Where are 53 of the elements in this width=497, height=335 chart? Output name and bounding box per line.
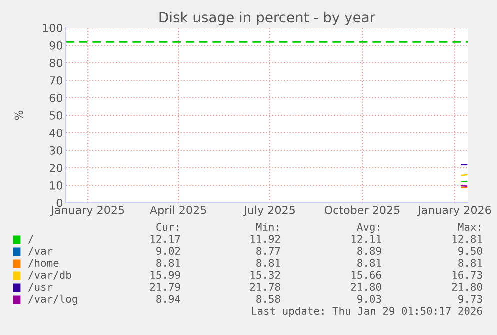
x-tick-label: April 2025 xyxy=(150,206,206,217)
legend-label: /usr xyxy=(28,283,53,292)
text: 15.32 xyxy=(250,271,280,280)
text: 8.81 xyxy=(156,259,180,268)
text: 9.73 xyxy=(458,295,482,304)
x-tick-label: January 2025 xyxy=(50,206,124,217)
y-tick-label: 0 xyxy=(56,198,62,208)
text: 8.94 xyxy=(156,295,181,304)
text: 8.81 xyxy=(358,259,382,268)
text: 16.73 xyxy=(452,271,482,280)
text: 9.50 xyxy=(458,247,482,256)
text: Min: xyxy=(256,222,278,231)
legend-label: / xyxy=(28,235,34,244)
text: 8.58 xyxy=(256,295,280,304)
text: 12.81 xyxy=(452,235,482,244)
text: 9.02 xyxy=(156,247,180,256)
text: Last update: Thu Jan 29 01:50:17 2026 xyxy=(252,306,482,318)
text: 15.99 xyxy=(150,271,180,280)
text: 11.92 xyxy=(250,235,280,244)
y-tick-label: 80 xyxy=(50,58,62,68)
text: 9.03 xyxy=(358,295,382,304)
text: 8.81 xyxy=(458,259,482,268)
text: Cur: xyxy=(156,223,178,232)
y-tick-label: 100 xyxy=(43,24,62,32)
y-tick-label: 40 xyxy=(50,128,62,138)
text: 21.80 xyxy=(452,283,482,292)
text: 8.77 xyxy=(256,247,280,256)
y-tick-label: 90 xyxy=(50,41,62,50)
legend-label: /var/db xyxy=(28,270,72,280)
text: 8.89 xyxy=(358,247,382,256)
legend-label: /var/log xyxy=(28,294,78,306)
y-tick-label: 70 xyxy=(50,76,62,85)
y-tick-label: 60 xyxy=(50,94,62,102)
legend-label: /home xyxy=(28,258,59,268)
y-axis-title: % xyxy=(14,110,24,120)
text: 21.80 xyxy=(351,283,382,292)
text: 21.79 xyxy=(150,283,180,292)
text: 15.66 xyxy=(352,271,382,280)
text: Max: xyxy=(458,223,480,232)
y-tick-label: 20 xyxy=(50,164,62,172)
y-tick-label: 10 xyxy=(50,181,62,190)
text: Avg: xyxy=(357,223,380,234)
text: 21.78 xyxy=(250,283,280,292)
text: 12.17 xyxy=(150,235,180,243)
text: 8.81 xyxy=(256,259,280,268)
x-tick-label: January 2026 xyxy=(417,206,492,217)
text: 12.11 xyxy=(352,235,382,243)
x-tick-label: July 2025 xyxy=(244,206,295,217)
y-tick-label: 30 xyxy=(50,146,62,155)
y-tick-label: 50 xyxy=(50,111,62,120)
legend-label: /var xyxy=(28,247,53,256)
chart-title: Disk usage in percent - by year xyxy=(160,12,376,26)
x-tick-label: October 2025 xyxy=(324,206,400,214)
